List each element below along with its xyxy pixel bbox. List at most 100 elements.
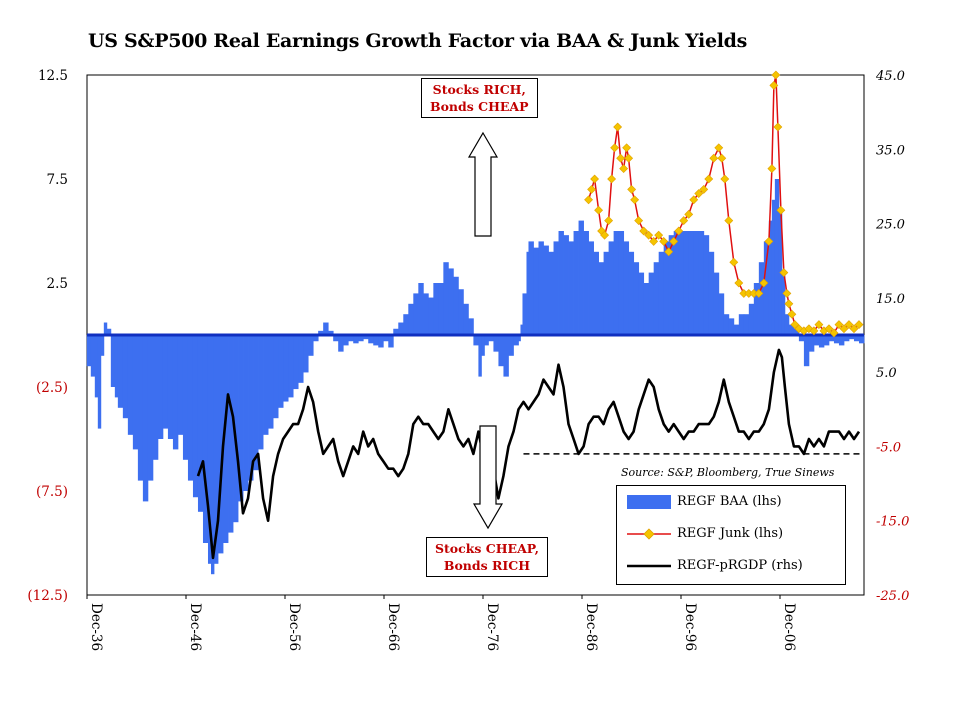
- bar-baa: [573, 231, 579, 335]
- x-tick-label: Dec-46: [187, 603, 203, 651]
- marker-junk: [587, 184, 597, 194]
- bar-baa: [723, 314, 730, 335]
- bar-baa: [423, 293, 429, 335]
- marker-junk: [622, 143, 632, 153]
- arrow-up: [467, 131, 499, 237]
- bar-baa: [568, 241, 574, 335]
- bar-baa: [218, 335, 224, 554]
- bar-baa: [653, 262, 660, 335]
- rich-callout-line-2: Bonds CHEAP: [430, 99, 529, 114]
- marker-junk: [849, 324, 859, 334]
- bar-baa: [263, 335, 269, 435]
- x-tick-label: Dec-56: [286, 603, 302, 651]
- bar-baa: [748, 303, 755, 335]
- y-left-tick-label: (12.5): [27, 588, 68, 604]
- bar-baa: [598, 262, 604, 335]
- bar-baa: [543, 245, 549, 335]
- bar-baa: [758, 262, 765, 335]
- legend-swatch-prgdp: [627, 564, 671, 568]
- bar-baa: [648, 272, 655, 335]
- marker-junk: [844, 320, 854, 330]
- series-junk-markers: [584, 70, 864, 338]
- bar-baa: [403, 314, 409, 335]
- marker-junk: [720, 174, 730, 184]
- bar-baa: [408, 303, 414, 335]
- bar-baa: [771, 199, 776, 335]
- legend-item-prgdp: REGF-pRGDP (rhs): [617, 555, 845, 577]
- bar-baa: [438, 283, 444, 335]
- marker-junk: [624, 153, 634, 163]
- bar-baa: [728, 318, 735, 335]
- bar-baa: [348, 335, 354, 342]
- bar-baa: [132, 335, 139, 450]
- bar-baa: [338, 335, 344, 352]
- marker-junk: [669, 236, 679, 246]
- bar-baa: [363, 335, 369, 340]
- bar-baa: [623, 241, 630, 335]
- marker-junk: [779, 268, 789, 278]
- bar-baa: [813, 335, 820, 346]
- bar-baa: [448, 268, 454, 335]
- bar-baa: [177, 335, 184, 435]
- bar-baa: [106, 328, 112, 335]
- marker-junk: [613, 122, 623, 132]
- rich-callout: Stocks RICH, Bonds CHEAP: [421, 78, 538, 118]
- bar-baa: [793, 328, 800, 335]
- bar-baa: [202, 335, 209, 543]
- x-tick-label: Dec-86: [583, 603, 599, 651]
- marker-junk: [644, 230, 654, 240]
- bar-baa: [197, 335, 204, 512]
- bar-baa: [473, 335, 479, 346]
- bar-baa: [526, 251, 529, 335]
- y-left-tick-label: 7.5: [47, 172, 68, 188]
- bar-baa: [638, 272, 645, 335]
- marker-junk: [734, 278, 744, 288]
- bar-baa: [213, 335, 219, 564]
- bar-baa: [293, 335, 299, 390]
- y-right-tick-label: -25.0: [876, 589, 909, 604]
- bar-baa: [162, 335, 169, 429]
- marker-junk: [634, 216, 644, 226]
- y-right-tick-label: -5.0: [876, 440, 901, 455]
- legend-item-junk: REGF Junk (lhs): [617, 523, 845, 545]
- bar-baa: [428, 297, 434, 335]
- bar-baa: [268, 335, 274, 429]
- bar-baa: [468, 318, 474, 335]
- legend-swatch-baa: [627, 495, 671, 509]
- bar-baa: [187, 335, 194, 481]
- bar-baa: [578, 220, 584, 335]
- bar-baa: [458, 289, 464, 335]
- marker-junk: [754, 288, 764, 298]
- bar-baa: [328, 330, 334, 335]
- marker-junk: [584, 195, 593, 205]
- bar-baa: [388, 335, 394, 348]
- marker-junk: [684, 209, 694, 219]
- bar-baa: [110, 335, 116, 387]
- bar-baa: [393, 328, 399, 335]
- bar-baa: [798, 335, 805, 342]
- bar-baa: [478, 335, 482, 377]
- bar-baa: [298, 335, 304, 383]
- bar-baa: [278, 335, 284, 408]
- bar-baa: [210, 335, 215, 575]
- bar-baa: [353, 335, 359, 344]
- bar-baa: [122, 335, 129, 419]
- bar-baa: [784, 314, 790, 335]
- y-right-tick-label: 25.0: [875, 218, 905, 233]
- marker-junk: [776, 205, 786, 215]
- bar-baa: [433, 283, 439, 335]
- bar-baa: [768, 220, 773, 335]
- legend-swatch-junk: [627, 528, 671, 540]
- bar-baa: [538, 241, 544, 335]
- rich-callout-line-1: Stocks RICH,: [432, 82, 526, 97]
- x-tick-label: Dec-66: [385, 603, 401, 651]
- bar-baa: [818, 335, 825, 348]
- bar-baa: [633, 262, 640, 335]
- bar-baa: [522, 293, 527, 335]
- marker-junk: [627, 184, 637, 194]
- legend-label-baa: REGF BAA (lhs): [677, 494, 782, 509]
- bar-baa: [823, 335, 830, 346]
- bar-baa: [803, 335, 810, 367]
- bar-baa: [94, 335, 99, 398]
